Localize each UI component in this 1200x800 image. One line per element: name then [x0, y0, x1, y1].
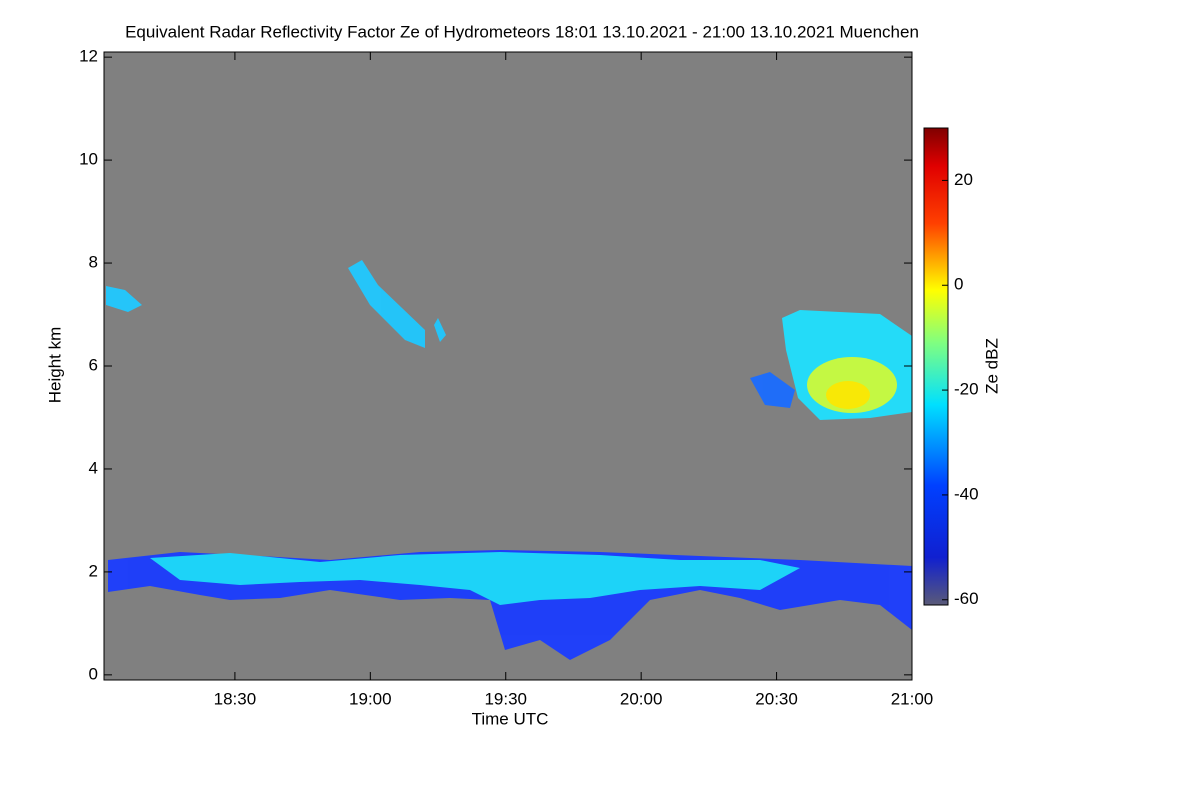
x-tick-label: 20:00 — [620, 689, 663, 708]
colorbar-tick-label: 20 — [954, 170, 973, 189]
x-axis-label: Time UTC — [472, 709, 549, 728]
colorbar-label: Ze dBZ — [982, 338, 1001, 394]
y-tick-label: 2 — [89, 561, 98, 580]
streak-echo — [348, 260, 425, 348]
upper-echo — [750, 372, 795, 408]
colorbar-tick-label: -60 — [954, 589, 979, 608]
y-tick-label: 8 — [89, 253, 98, 272]
y-tick-label: 6 — [89, 355, 98, 374]
x-tick-label: 21:00 — [891, 689, 934, 708]
y-tick-label: 12 — [79, 47, 98, 66]
colorbar — [923, 127, 949, 606]
x-tick-label: 20:30 — [755, 689, 798, 708]
streak-echo — [106, 286, 142, 312]
colorbar-tick-label: -20 — [954, 380, 979, 399]
upper-echo-core — [826, 381, 870, 409]
chart-title: Equivalent Radar Reflectivity Factor Ze … — [125, 22, 919, 41]
streak-echo — [434, 318, 446, 342]
echo-field — [106, 260, 912, 660]
colorbar-tick-label: -40 — [954, 484, 979, 503]
y-tick-label: 4 — [89, 458, 98, 477]
y-tick-label: 0 — [89, 664, 98, 683]
x-tick-label: 19:30 — [484, 689, 527, 708]
y-axis-label: Height km — [45, 327, 64, 404]
colorbar-tick-label: 0 — [954, 275, 963, 294]
x-tick-label: 19:00 — [349, 689, 392, 708]
y-tick-label: 10 — [79, 150, 98, 169]
x-tick-label: 18:30 — [214, 689, 257, 708]
low-echo-core — [150, 552, 800, 605]
